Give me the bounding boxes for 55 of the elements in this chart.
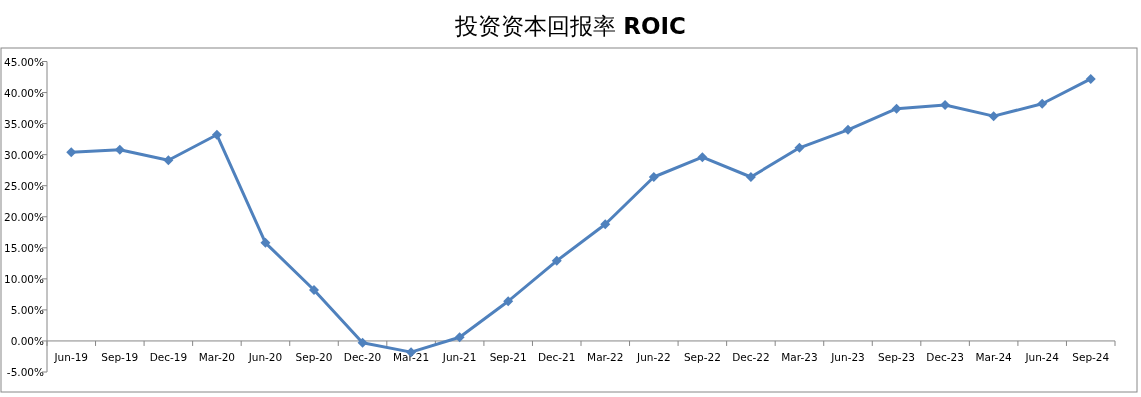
y-tick-label: 0.00% [10, 334, 45, 347]
point [1085, 73, 1096, 84]
point [114, 144, 125, 155]
point [503, 296, 514, 307]
x-tick-label: Mar-20 [198, 350, 236, 363]
point [843, 124, 853, 135]
point [988, 111, 999, 122]
point [1037, 98, 1048, 109]
point [211, 129, 222, 140]
x-tick-label: Sep-24 [1072, 350, 1110, 363]
x-tick-label: Sep-20 [295, 350, 333, 363]
x-tick-label: Sep-19 [101, 350, 139, 363]
x-tick-label: Mar-24 [975, 350, 1013, 363]
point [454, 332, 465, 343]
x-tick-label: Jun-21 [441, 350, 477, 363]
x-tick-label: Mar-22 [587, 350, 624, 363]
y-tick-label: 10.00% [3, 272, 45, 285]
x-tick-label: Jun-24 [1024, 350, 1060, 363]
x-tick-label: Dec-19 [149, 350, 188, 363]
y-tick-label: 15.00% [3, 241, 45, 254]
x-tick-label: Sep-23 [878, 350, 916, 363]
x-tick-label: Jun-22 [636, 350, 671, 363]
point [163, 155, 174, 166]
point [260, 237, 271, 248]
point [309, 285, 319, 296]
point [357, 337, 368, 348]
point [66, 147, 77, 158]
y-tick-label: 45.00% [3, 55, 45, 68]
y-tick-label: 25.00% [3, 179, 45, 192]
point [940, 99, 951, 110]
x-tick-label: Mar-21 [392, 350, 430, 363]
x-tick-label: Dec-23 [926, 350, 964, 363]
x-tick-label: Jun-23 [830, 350, 865, 363]
x-tick-label: Sep-21 [489, 350, 527, 363]
y-tick-label: 5.00% [10, 303, 45, 316]
y-tick-label: 30.00% [3, 148, 45, 161]
point [600, 219, 611, 230]
y-tick-label: 20.00% [3, 210, 45, 223]
x-tick-label: Dec-20 [343, 350, 382, 363]
x-tick-label: Dec-21 [537, 350, 576, 363]
x-tick-label: Mar-23 [781, 350, 818, 363]
point [794, 142, 805, 153]
point [745, 172, 756, 183]
point [891, 103, 902, 114]
point [648, 172, 659, 183]
x-tick-label: Jun-19 [53, 350, 89, 363]
y-tick-label: -5.00% [6, 366, 45, 378]
y-tick-label: 40.00% [3, 86, 45, 99]
x-tick-label: Dec-22 [732, 350, 770, 363]
x-tick-label: Sep-22 [683, 350, 721, 363]
y-tick-label: 35.00% [3, 117, 45, 130]
point [697, 152, 708, 163]
x-tick-label: Jun-20 [247, 350, 283, 363]
chart-title: 投资资本回报率 ROIC [453, 13, 687, 39]
point [551, 255, 562, 266]
